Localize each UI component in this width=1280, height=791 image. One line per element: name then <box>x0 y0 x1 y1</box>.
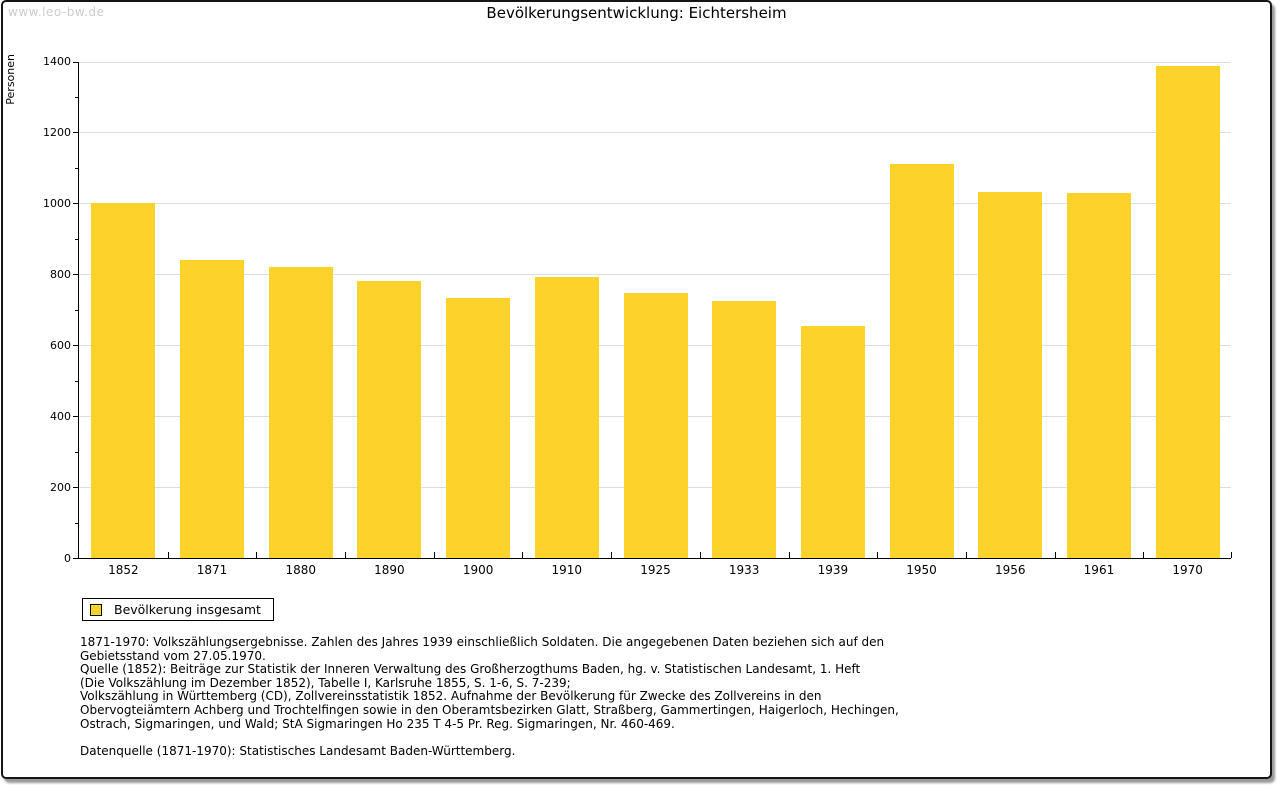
bar-1880 <box>268 266 333 558</box>
y-gridline <box>79 62 1231 63</box>
bar-1970 <box>1155 65 1220 558</box>
bar-1910 <box>534 277 599 558</box>
x-axis-boundary-tick <box>1143 552 1145 558</box>
y-axis-major-tick <box>73 274 79 275</box>
y-axis-minor-tick <box>75 380 79 382</box>
x-axis-boundary-tick <box>522 552 524 558</box>
footnote-line: Obervogteiämtern Achberg und Trochtelfin… <box>80 702 899 717</box>
footnote-line: Quelle (1852): Beiträge zur Statistik de… <box>80 662 861 677</box>
y-axis-tick-label: 1200 <box>43 126 71 139</box>
x-axis-tick-label: 1950 <box>906 563 937 577</box>
y-axis-major-tick <box>73 558 79 559</box>
x-axis-tick-label: 1956 <box>994 563 1026 577</box>
y-axis-title: Personen <box>4 54 17 105</box>
x-axis-tick-label: 1900 <box>462 563 494 577</box>
bar-chart-plot-area: 0 200 400 600 800 1000 1200 1400 1852 1871 1880 189… <box>43 56 1232 577</box>
footnote-line: Ostrach, Sigmaringen, und Wald; StA Sigm… <box>80 716 675 731</box>
y-gridline <box>79 132 1231 133</box>
footnote-line: (Die Volkszählung im Dezember 1852), Tab… <box>80 675 571 690</box>
legend-label: Bevölkerung insgesamt <box>114 602 261 617</box>
x-axis-tick-label: 1852 <box>108 563 139 577</box>
footnotes: 1871-1970: Volkszählungsergebnisse. Zahl… <box>80 635 1180 758</box>
footnote-line: 1871-1970: Volkszählungsergebnisse. Zahl… <box>80 635 885 649</box>
y-axis-minor-tick <box>75 451 79 453</box>
x-axis-boundary-tick <box>699 552 701 558</box>
y-axis-tick-label: 0 <box>64 552 71 565</box>
bar-1956 <box>978 191 1043 558</box>
page-title: Bevölkerungsentwicklung: Eichtersheim <box>486 4 787 22</box>
y-gridline <box>79 203 1231 204</box>
bar-1890 <box>357 281 422 558</box>
x-axis-tick-label: 1925 <box>640 563 671 577</box>
y-axis-tick-label: 200 <box>50 481 71 494</box>
x-axis-tick-label: 1970 <box>1172 563 1203 577</box>
x-axis-boundary-tick <box>788 552 790 558</box>
watermark: www.leo-bw.de <box>8 5 105 19</box>
bar-1933 <box>712 300 777 558</box>
y-axis-minor-tick <box>75 167 79 169</box>
bar-1900 <box>446 298 511 558</box>
x-axis-boundary-tick <box>965 552 967 558</box>
chart-image-frame: www.leo-bw.de Bevölkerungsentwicklung: E… <box>1 0 1272 779</box>
x-axis-tick-label: 1933 <box>728 563 760 577</box>
y-gridline <box>79 274 1231 275</box>
y-axis-tick-label: 1000 <box>43 197 71 210</box>
x-axis-boundary-tick <box>1231 552 1232 558</box>
x-axis-tick-label: 1939 <box>817 563 849 577</box>
footnote-line: Volkszählung in Württemberg (CD), Zollve… <box>80 689 822 704</box>
y-axis-major-tick <box>73 487 79 488</box>
datasource-line: Datenquelle (1871-1970): Statistisches L… <box>80 743 516 758</box>
x-axis-boundary-tick <box>877 552 879 558</box>
x-axis-tick-label: 1890 <box>374 563 405 577</box>
y-axis-major-tick <box>73 132 79 133</box>
y-axis-minor-tick <box>75 522 79 524</box>
y-axis-major-tick <box>73 416 79 417</box>
x-axis-boundary-tick <box>1054 552 1056 558</box>
x-axis-boundary-tick <box>256 552 258 558</box>
y-axis-tick-label: 400 <box>50 410 71 423</box>
y-axis-major-tick <box>73 62 79 63</box>
y-axis-major-tick <box>73 345 79 346</box>
x-axis-tick-label: 1880 <box>285 563 316 577</box>
y-axis-tick-label: 1400 <box>43 55 71 68</box>
x-axis-boundary-tick <box>345 552 347 558</box>
bar-1852 <box>91 203 156 558</box>
x-axis-boundary-tick <box>611 552 613 558</box>
y-axis-major-tick <box>73 203 79 204</box>
x-axis-tick-label: 1871 <box>196 563 228 577</box>
footnote-spacer <box>80 731 1180 745</box>
bar-1925 <box>623 292 688 558</box>
y-axis-minor-tick <box>75 96 79 98</box>
legend-box: Bevölkerung insgesamt <box>82 598 274 621</box>
y-axis-tick-label: 600 <box>50 339 71 352</box>
y-axis-tick-label: 800 <box>50 268 71 281</box>
legend-color-swatch <box>90 603 102 616</box>
x-axis-tick-label: 1910 <box>551 563 583 577</box>
bar-1939 <box>800 325 865 558</box>
y-axis-minor-tick <box>75 238 79 240</box>
bar-1871 <box>180 259 245 558</box>
x-axis-boundary-tick <box>433 552 435 558</box>
bar-1961 <box>1066 192 1131 558</box>
x-axis-boundary-tick <box>167 552 169 558</box>
footnote-line: Gebietsstand vom 27.05.1970. <box>80 648 266 663</box>
x-axis-tick-label: 1961 <box>1083 563 1115 577</box>
bar-1950 <box>889 163 954 558</box>
y-axis-minor-tick <box>75 309 79 311</box>
